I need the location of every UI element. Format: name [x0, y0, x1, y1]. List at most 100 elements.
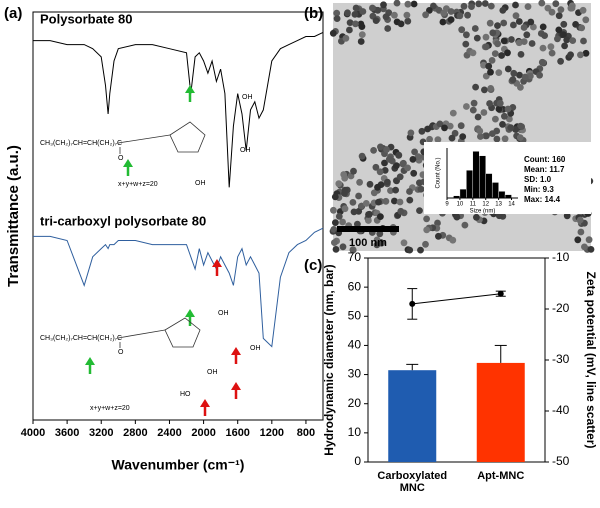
nanoparticle [434, 136, 442, 144]
nanoparticle [417, 246, 424, 254]
x-tick-label: 2400 [157, 427, 181, 439]
nanoparticle [330, 226, 338, 233]
nanoparticle [473, 213, 480, 221]
nanoparticle [489, 130, 496, 138]
structure-label: OH [242, 94, 253, 101]
nanoparticle [418, 127, 426, 135]
nanoparticle [458, 26, 466, 34]
y-axis-label: Count (No.) [436, 157, 442, 188]
nanoparticle [509, 76, 517, 84]
histogram-bar [491, 182, 499, 199]
nanoparticle [577, 51, 584, 59]
scale-bar [337, 226, 399, 232]
nanoparticle [397, 207, 405, 215]
nanoparticle [494, 22, 501, 29]
nanoparticle [331, 193, 339, 201]
nanoparticle [435, 232, 442, 240]
nanoparticle [354, 220, 361, 228]
nanoparticle [410, 169, 418, 177]
nanoparticle [528, 40, 536, 47]
panel-label: (b) [304, 5, 323, 22]
nanoparticle [462, 40, 470, 48]
y2-tick-label: -20 [552, 301, 570, 315]
nanoparticle [517, 51, 525, 58]
y2-tick-label: -50 [552, 454, 570, 468]
nanoparticle [456, 12, 464, 20]
nanoparticle [341, 186, 349, 194]
nanoparticle [424, 125, 431, 133]
nanoparticle [404, 164, 411, 172]
nanoparticle [517, 84, 524, 91]
nanoparticle [554, 35, 561, 43]
nanoparticle [539, 44, 547, 52]
nanoparticle [499, 6, 507, 14]
nanoparticle [477, 133, 484, 140]
nanoparticle [538, 0, 546, 7]
nanoparticle [333, 9, 341, 17]
nanoparticle [527, 72, 534, 80]
nanoparticle [485, 62, 493, 70]
nanoparticle [538, 58, 546, 66]
y2-tick-label: -40 [552, 403, 570, 417]
nanoparticle [387, 187, 394, 195]
nanoparticle [574, 236, 582, 244]
x-tick-label: 1200 [260, 427, 284, 439]
nanoparticle [350, 167, 357, 175]
nanoparticle [422, 11, 429, 19]
nanoparticle [349, 246, 357, 254]
nanoparticle [568, 4, 576, 12]
nanoparticle [453, 213, 461, 221]
nanoparticle [504, 105, 512, 113]
structure-label: OH [218, 310, 229, 317]
spectrum-label: Polysorbate 80 [40, 11, 133, 26]
nanoparticle [530, 23, 537, 31]
stat-text: Count: 160 [524, 155, 566, 164]
nanoparticle [585, 236, 593, 244]
nanoparticle [407, 129, 415, 137]
nanoparticle [493, 135, 501, 143]
nanoparticle [393, 0, 401, 7]
inset-box [424, 142, 591, 214]
structure-label: OH [207, 369, 218, 376]
nanoparticle [560, 31, 567, 38]
nanoparticle [555, 26, 563, 34]
nanoparticle [567, 51, 574, 59]
nanoparticle [516, 134, 524, 142]
nanoparticle [470, 99, 478, 107]
nanoparticle [411, 148, 418, 156]
bar [476, 362, 525, 462]
nanoparticle [582, 16, 590, 24]
nanoparticle [380, 1, 387, 9]
nanoparticle [404, 17, 412, 25]
nanoparticle [375, 198, 382, 206]
nanoparticle [374, 6, 382, 14]
nanoparticle [487, 85, 495, 92]
nanoparticle [536, 71, 543, 79]
x-tick-label: 2000 [191, 427, 215, 439]
y-tick-label: 70 [348, 250, 362, 264]
nanoparticle [372, 17, 380, 24]
nanoparticle [471, 25, 479, 32]
y-axis-label: Transmittance (a.u.) [5, 145, 22, 287]
zeta-point [497, 290, 504, 297]
nanoparticle [500, 37, 508, 45]
nanoparticle [449, 109, 457, 117]
nanoparticle [384, 25, 392, 32]
nanoparticle [480, 61, 487, 69]
nanoparticle [561, 42, 568, 50]
nanoparticle [374, 183, 381, 191]
nanoparticle [460, 2, 468, 10]
nanoparticle [475, 0, 483, 8]
nanoparticle [362, 200, 370, 207]
nanoparticle [382, 197, 390, 205]
nanoparticle [439, 18, 447, 26]
nanoparticle [512, 1, 519, 9]
scale-bar-label: 100 nm [349, 237, 387, 249]
structure-label: x+y+w+z=20 [90, 405, 130, 412]
nanoparticle [349, 199, 357, 206]
structure-label: O [118, 349, 124, 356]
nanoparticle [547, 43, 555, 51]
plot-frame [32, 11, 324, 421]
nanoparticle [486, 100, 493, 107]
spectrum-line [33, 227, 324, 348]
